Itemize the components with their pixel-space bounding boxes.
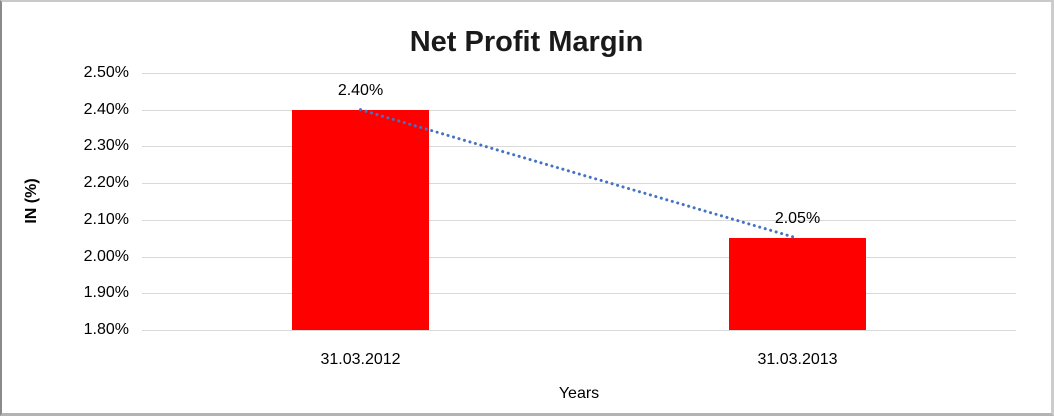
bar-data-label: 2.05% — [774, 210, 821, 228]
plot-area — [142, 73, 1016, 331]
chart-title: Net Profit Margin — [409, 26, 644, 58]
gridline — [142, 330, 1016, 331]
y-tick-label: 2.00% — [83, 247, 129, 265]
bar-data-label: 2.40% — [337, 81, 384, 99]
bar — [729, 238, 866, 330]
y-tick-label: 1.80% — [83, 321, 129, 338]
gridline — [142, 219, 1016, 221]
y-tick-label: 2.50% — [83, 64, 129, 81]
trendline-dotted-line — [359, 108, 799, 240]
y-tick-label: 2.30% — [83, 137, 129, 155]
x-axis-title: Years — [558, 385, 600, 402]
x-category-label: 31.03.2012 — [320, 351, 401, 368]
gridline — [142, 109, 1016, 111]
gridline — [142, 256, 1016, 258]
y-tick-label: 1.90% — [83, 284, 129, 302]
y-tick-label: 2.10% — [83, 210, 129, 228]
y-tick-label: 2.40% — [83, 100, 129, 118]
bar — [292, 109, 429, 330]
gridline — [142, 146, 1016, 148]
y-tick-label: 2.20% — [83, 174, 129, 192]
trendline-layer — [359, 108, 799, 240]
gridline — [142, 293, 1016, 295]
gridline — [142, 73, 1016, 74]
gridline — [142, 183, 1016, 185]
x-category-label: 31.03.2013 — [757, 351, 838, 368]
